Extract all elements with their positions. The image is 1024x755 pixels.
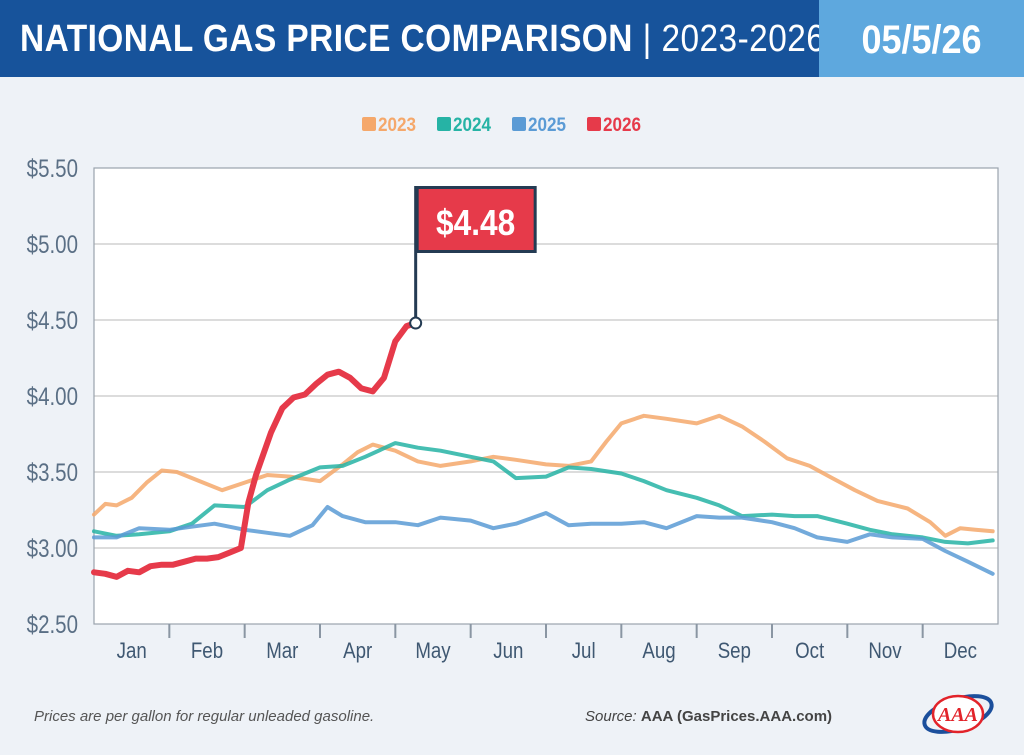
annotation-flag [418, 189, 534, 250]
source-credit: Source: AAA (GasPrices.AAA.com) [585, 708, 832, 725]
month-label: Feb [191, 640, 223, 664]
source-label: Source: [585, 708, 637, 725]
header: NATIONAL GAS PRICE COMPARISON | 2023-202… [0, 0, 1024, 77]
series-line-2026 [91, 320, 419, 580]
legend-label-2026: 2026 [603, 114, 641, 135]
month-label: May [415, 640, 451, 664]
y-tick-label: $4.50 [27, 306, 78, 334]
title-main: NATIONAL GAS PRICE COMPARISON [20, 18, 633, 60]
y-tick-label: $3.00 [27, 534, 78, 562]
y-tick-label: $4.00 [27, 382, 78, 410]
month-label: Aug [642, 640, 675, 664]
x-axis-ticks: Jan Feb Mar Apr May Jun Jul Aug Sep Oct Nov Dec [117, 624, 977, 663]
month-label: Jul [572, 640, 596, 664]
legend-swatch-2024 [437, 117, 451, 131]
annotation-point [409, 316, 423, 330]
gas-price-chart: 2023 2024 2025 2026 $2.50 $3.00 $3.50 $4.00 $4.… [27, 114, 999, 663]
source-value: AAA (GasPrices.AAA.com) [640, 708, 833, 725]
report-date: 05/5/26 [861, 18, 982, 62]
y-tick-label: $5.00 [27, 230, 78, 258]
legend-swatch-2025 [512, 117, 526, 131]
y-tick-label: $2.50 [27, 610, 78, 638]
month-label: Nov [868, 640, 902, 664]
month-label: Sep [718, 640, 751, 664]
month-label: Apr [343, 640, 372, 664]
month-label: Dec [944, 640, 977, 664]
title-range: | 2023-2026 [642, 18, 826, 60]
legend-label-2024: 2024 [453, 114, 491, 135]
legend-label-2025: 2025 [528, 114, 566, 135]
y-tick-label: $3.50 [27, 458, 78, 486]
legend-swatch-2026 [587, 117, 601, 131]
price-annotation: $4.48 [409, 186, 537, 330]
month-label: Jun [493, 640, 523, 664]
series-line-2023 [92, 413, 995, 538]
legend-label-2023: 2023 [378, 114, 416, 135]
chart-legend: 2023 2024 2025 2026 [362, 114, 641, 135]
series-lines [91, 320, 995, 580]
grid-lines [93, 167, 999, 625]
y-tick-label: $5.50 [27, 154, 78, 182]
month-label: Mar [266, 640, 298, 664]
annotation-value: $4.48 [436, 203, 515, 243]
y-axis-ticks: $2.50 $3.00 $3.50 $4.00 $4.50 $5.00 $5.50 [27, 154, 78, 638]
footnote: Prices are per gallon for regular unlead… [34, 708, 375, 725]
date-box: 05/5/26 [819, 0, 1024, 77]
month-label: Jan [117, 640, 147, 664]
title-bar: NATIONAL GAS PRICE COMPARISON | 2023-202… [0, 0, 825, 77]
aaa-logo: AAA [922, 694, 994, 734]
svg-text:AAA: AAA [936, 704, 978, 726]
legend-swatch-2023 [362, 117, 376, 131]
series-line-2025 [92, 505, 995, 576]
month-label: Oct [795, 640, 824, 664]
page-title: NATIONAL GAS PRICE COMPARISON | 2023-202… [20, 18, 825, 61]
